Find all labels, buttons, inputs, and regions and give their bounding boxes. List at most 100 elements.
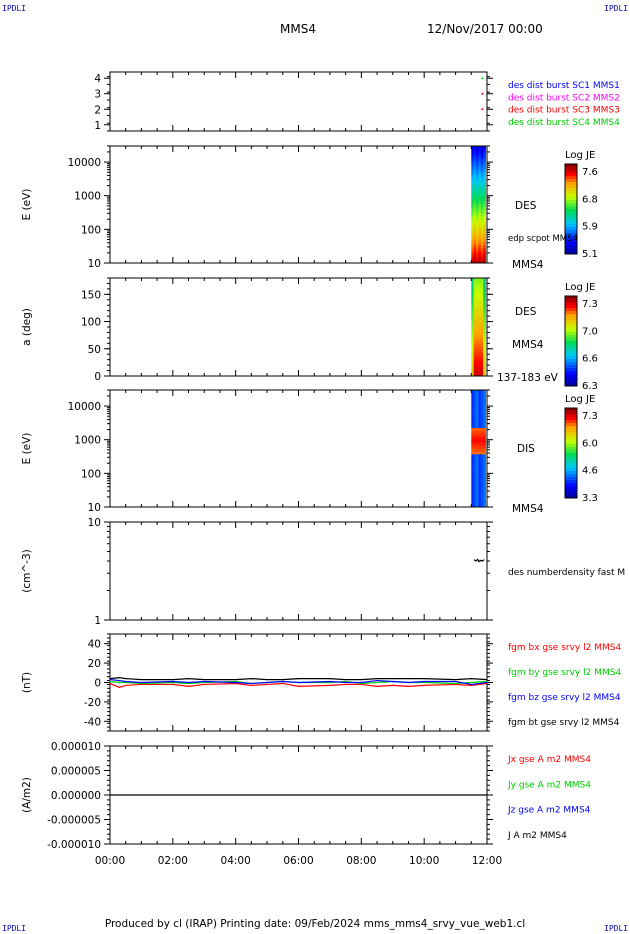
heatmap-cell — [478, 201, 482, 205]
heatmap-cell — [480, 189, 484, 194]
heatmap-cell — [478, 260, 482, 264]
heatmap-cell — [478, 445, 482, 449]
heatmap-cell — [476, 480, 479, 485]
colorbar-segment — [565, 212, 577, 216]
heatmap-cell — [476, 230, 479, 235]
heatmap-cell — [483, 181, 486, 185]
heatmap-cell — [473, 368, 477, 372]
colorbar-segment — [565, 305, 577, 309]
heatmap-cell — [480, 295, 484, 299]
heatmap-cell — [483, 368, 486, 372]
heatmap-cell — [473, 371, 477, 375]
heatmap-cell — [471, 344, 475, 348]
heatmap-cell — [480, 285, 484, 289]
heatmap-cell — [483, 407, 486, 411]
series-point — [297, 685, 300, 687]
heatmap-cell — [473, 287, 477, 291]
heatmap-cell — [476, 468, 479, 473]
heatmap-cell — [473, 224, 477, 229]
colorbar-segment — [565, 374, 577, 378]
heatmap-cell — [483, 356, 486, 360]
colorbar-segment — [565, 414, 577, 418]
series-point — [125, 681, 127, 684]
heatmap-cell — [483, 245, 486, 249]
series-point — [125, 684, 127, 687]
y-tick-label: -0.000005 — [47, 815, 101, 827]
heatmap-cell — [476, 471, 479, 476]
heatmap-cell — [480, 257, 484, 261]
colorbar-segment — [565, 230, 577, 234]
heatmap-cell — [473, 404, 477, 409]
heatmap-cell — [483, 146, 486, 150]
series-point — [250, 682, 252, 685]
heatmap-cell — [480, 207, 484, 211]
colorbar-segment — [565, 486, 577, 490]
heatmap-cell — [478, 436, 482, 441]
heatmap-cell — [483, 151, 486, 156]
heatmap-cell — [476, 312, 479, 316]
series-point — [454, 680, 457, 683]
series-point — [282, 682, 284, 685]
panel-label: MMS4 — [512, 339, 544, 351]
heatmap-cell — [476, 331, 479, 335]
heatmap-cell — [480, 413, 484, 417]
heatmap-cell — [471, 146, 475, 150]
heatmap-cell — [480, 331, 484, 335]
series-point — [235, 678, 237, 681]
heatmap-cell — [471, 373, 475, 377]
heatmap-cell — [480, 457, 484, 461]
series-point — [282, 680, 284, 683]
heatmap-cell — [480, 495, 484, 499]
heatmap-cell — [483, 236, 486, 241]
heatmap-cell — [473, 302, 477, 306]
heatmap-cell — [480, 146, 484, 150]
heatmap-cell — [483, 251, 486, 255]
heatmap-cell — [478, 210, 482, 214]
heatmap-cell — [478, 416, 482, 420]
heatmap-cell — [473, 498, 477, 502]
heatmap-cell — [473, 329, 477, 333]
heatmap-cell — [483, 392, 486, 397]
heatmap-cell — [473, 413, 477, 417]
colorbar-segment — [565, 356, 577, 360]
heatmap-cell — [476, 309, 479, 313]
heatmap-cell — [476, 341, 479, 345]
heatmap-cell — [473, 300, 477, 303]
colorbar-title: Log JE — [565, 394, 595, 405]
heatmap-cell — [476, 184, 479, 188]
heatmap-cell — [480, 319, 484, 323]
heatmap-cell — [476, 302, 479, 306]
heatmap-cell — [473, 428, 477, 432]
heatmap-cell — [483, 169, 486, 173]
heatmap-cell — [476, 178, 479, 182]
colorbar-segment — [565, 203, 577, 207]
colorbar-tick-label: 3.3 — [582, 493, 598, 504]
colorbar-segment — [565, 408, 577, 412]
heatmap-cell — [473, 280, 477, 284]
heatmap-cell — [473, 344, 477, 348]
heatmap-cell — [478, 163, 482, 167]
y-tick-label: 2 — [94, 104, 101, 116]
colorbar-segment — [565, 314, 577, 318]
heatmap-cell — [483, 304, 486, 308]
heatmap-cell — [471, 181, 475, 185]
heatmap-cell — [476, 419, 479, 423]
heatmap-cell — [483, 189, 486, 194]
heatmap-cell — [480, 422, 484, 426]
x-tick-label: 04:00 — [221, 855, 251, 867]
heatmap-cell — [480, 201, 484, 205]
heatmap-cell — [473, 233, 477, 238]
heatmap-cell — [473, 454, 477, 458]
heatmap-cell — [480, 242, 484, 246]
heatmap-cell — [480, 371, 484, 375]
heatmap-cell — [473, 433, 477, 438]
heatmap-cell — [473, 390, 477, 394]
heatmap-cell — [471, 324, 475, 328]
heatmap-cell — [476, 425, 479, 429]
series-point — [486, 794, 488, 796]
heatmap-cell — [483, 172, 486, 176]
heatmap-cell — [483, 460, 486, 464]
heatmap-cell — [476, 349, 479, 352]
heatmap-cell — [476, 239, 479, 244]
heatmap-cell — [471, 178, 475, 182]
